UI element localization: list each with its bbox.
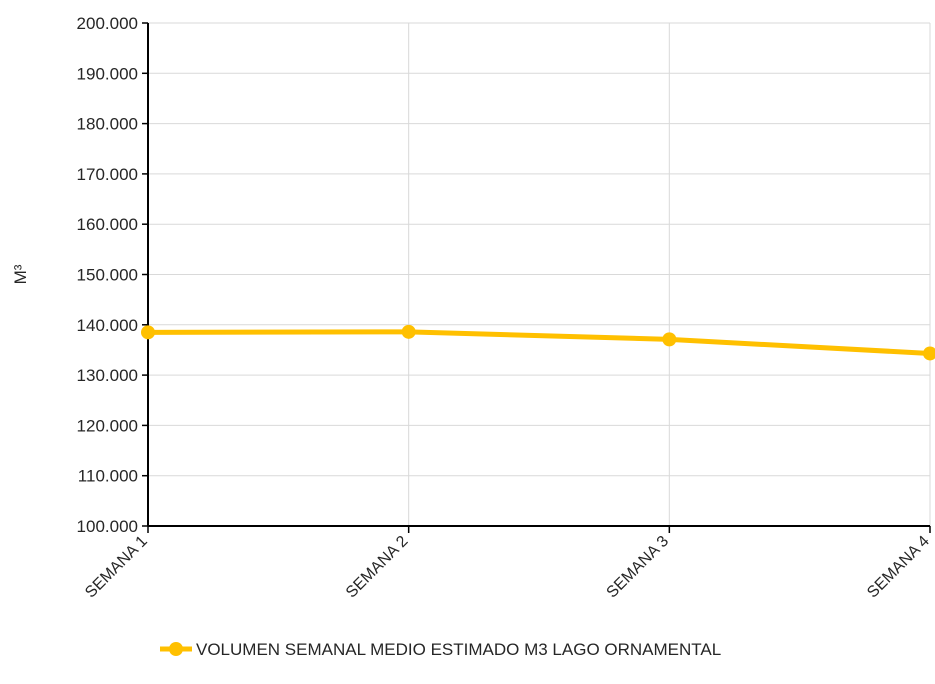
y-tick-label: 190.000 (77, 64, 138, 83)
legend: VOLUMEN SEMANAL MEDIO ESTIMADO M3 LAGO O… (160, 640, 721, 659)
y-tick-label: 100.000 (77, 517, 138, 536)
data-point (662, 332, 677, 347)
y-tick-label: 200.000 (77, 14, 138, 33)
y-tick-label: 110.000 (78, 467, 138, 486)
x-tick-label: SEMANA 3 (604, 533, 673, 602)
x-axis-ticks: SEMANA 1 SEMANA 2 SEMANA 3 SEMANA 4 (82, 526, 933, 601)
x-tick-label: SEMANA 4 (864, 533, 933, 602)
series-group (141, 324, 935, 361)
y-tick-label: 130.000 (77, 366, 138, 385)
y-tick-label: 180.000 (77, 115, 138, 134)
y-tick-label: 160.000 (77, 215, 138, 234)
y-axis-label: M³ (11, 264, 30, 284)
y-tick-label: 140.000 (77, 316, 138, 335)
data-point (401, 324, 416, 339)
y-tick-label: 150.000 (77, 266, 138, 285)
legend-swatch-marker (169, 642, 183, 656)
x-tick-label: SEMANA 2 (343, 533, 412, 602)
data-point (141, 325, 155, 340)
legend-label: VOLUMEN SEMANAL MEDIO ESTIMADO M3 LAGO O… (196, 640, 721, 659)
y-axis-ticks: 100.000 110.000 120.000 130.000 140.000 150.0… (77, 14, 148, 536)
series-line (147, 329, 931, 356)
y-tick-label: 120.000 (77, 416, 138, 435)
y-tick-label: 170.000 (77, 165, 138, 184)
data-point (923, 346, 935, 361)
grid-lines (148, 22, 931, 526)
x-tick-label: SEMANA 1 (82, 533, 151, 602)
